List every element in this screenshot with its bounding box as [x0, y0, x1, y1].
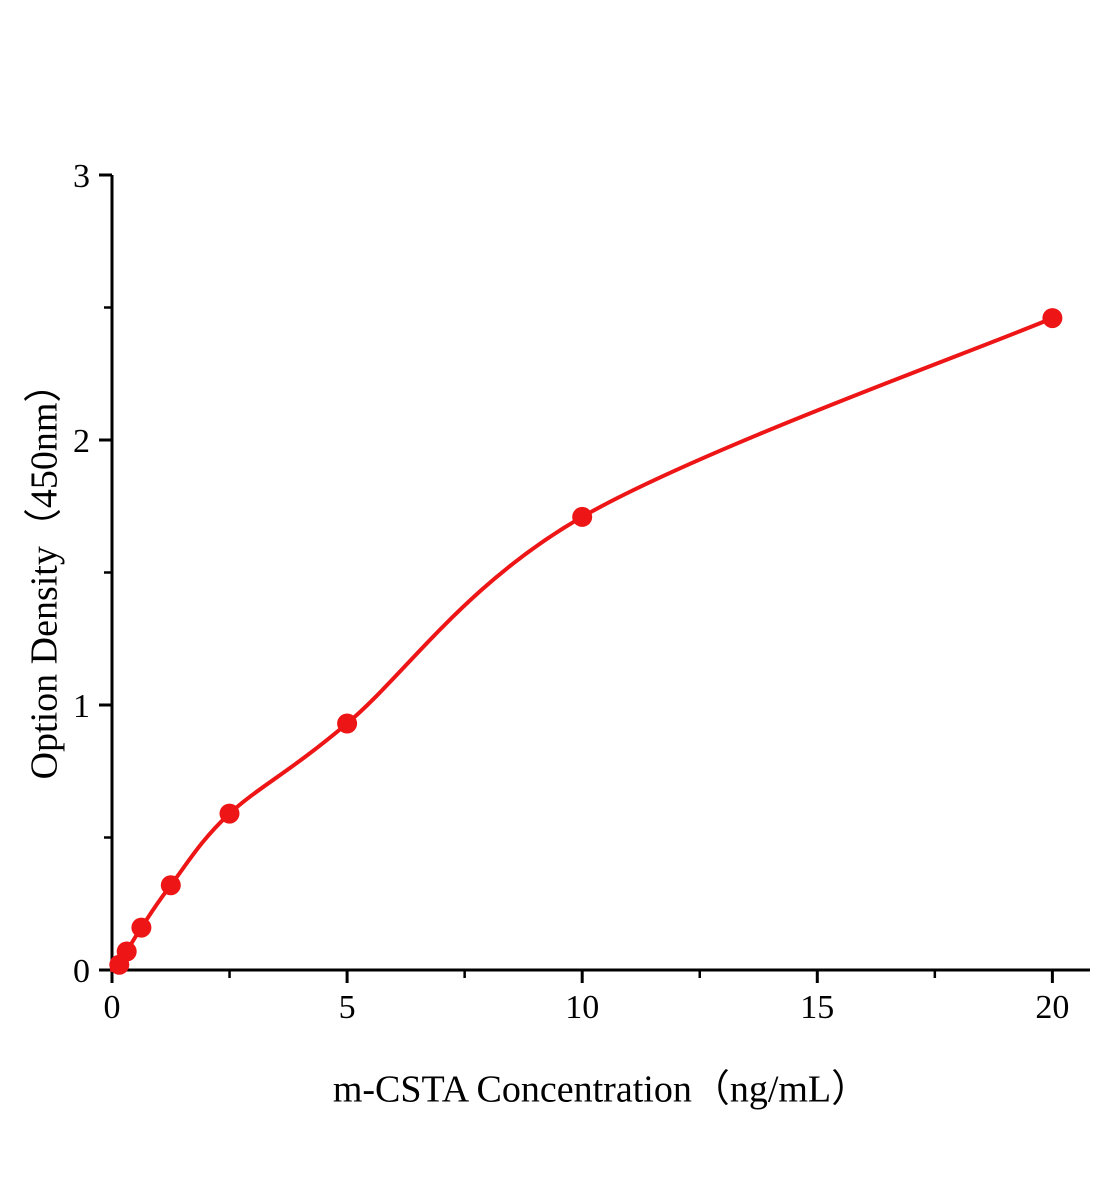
data-point	[131, 917, 152, 938]
x-tick-label: 10	[565, 989, 599, 1026]
y-axis-title: Option Density（450nm）	[23, 364, 66, 780]
y-tick-label: 1	[73, 688, 90, 725]
x-tick-label: 15	[800, 989, 834, 1026]
x-axis-title: m-CSTA Concentration（ng/mL）	[332, 1068, 870, 1111]
y-tick-label: 0	[73, 953, 90, 990]
x-tick-label: 5	[339, 989, 356, 1026]
data-point	[1042, 308, 1063, 329]
y-tick-label: 3	[73, 158, 90, 195]
x-tick-label: 20	[1035, 989, 1069, 1026]
data-point	[337, 713, 358, 734]
x-tick-label: 0	[104, 989, 121, 1026]
fit-curve	[110, 316, 1055, 972]
data-point	[572, 506, 593, 527]
data-point	[160, 875, 181, 896]
data-point	[219, 803, 240, 824]
y-tick-label: 2	[73, 423, 90, 460]
data-point	[116, 941, 137, 962]
